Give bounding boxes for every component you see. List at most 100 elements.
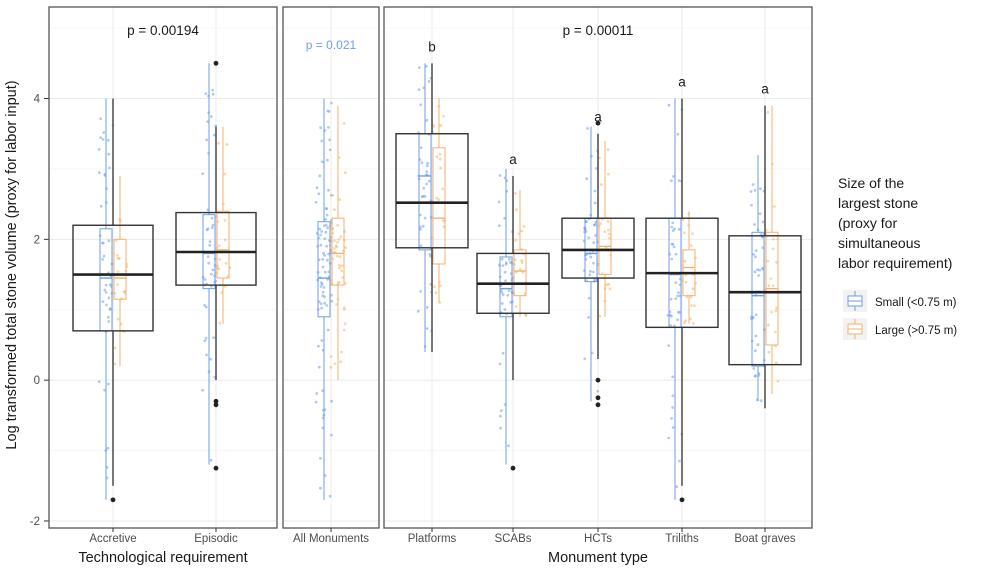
jitter-point: [606, 219, 610, 223]
x-tick-label: HCTs: [584, 533, 612, 545]
jitter-point: [223, 238, 227, 242]
jitter-point: [596, 389, 600, 393]
jitter-point: [338, 264, 341, 267]
jitter-point: [761, 267, 765, 271]
subgroup-box-large: [113, 238, 127, 300]
x-tick-label: Triliths: [665, 533, 699, 545]
jitter-point: [320, 160, 324, 164]
jitter-point: [692, 322, 695, 325]
jitter-point: [116, 317, 120, 321]
jitter-point: [501, 264, 505, 267]
jitter-point: [344, 281, 347, 285]
jitter-point: [329, 365, 333, 369]
jitter-point: [766, 323, 770, 327]
jitter-point: [116, 270, 120, 273]
subgroup-box-small: [418, 133, 432, 251]
jitter-point: [671, 426, 675, 429]
jitter-point: [211, 92, 215, 96]
jitter-point: [771, 284, 775, 287]
jitter-point: [214, 124, 218, 128]
jitter-point: [421, 224, 425, 228]
jitter-point: [224, 261, 228, 265]
jitter-point: [319, 126, 323, 130]
jitter-point: [106, 446, 110, 450]
jitter-point: [101, 258, 104, 261]
p-value-annotation: p = 0.00011: [563, 23, 634, 38]
legend-title-line-2: largest stone: [838, 195, 918, 211]
jitter-point: [689, 295, 693, 299]
jitter-point: [757, 274, 761, 277]
jitter-point: [342, 122, 346, 125]
jitter-point: [208, 240, 212, 244]
jitter-point: [766, 111, 770, 114]
jitter-point: [599, 222, 603, 226]
subgroup-box-large: [513, 249, 527, 297]
jitter-point: [689, 244, 693, 247]
jitter-point: [520, 261, 524, 265]
jitter-point: [753, 349, 757, 353]
jitter-point: [333, 362, 337, 366]
jitter-point: [104, 283, 108, 287]
jitter-point: [342, 328, 346, 332]
jitter-point: [322, 251, 325, 255]
jitter-point: [340, 350, 343, 354]
jitter-point: [691, 287, 695, 291]
jitter-point: [418, 213, 422, 217]
jitter-point: [767, 284, 771, 287]
jitter-point: [337, 238, 341, 241]
jitter-point: [218, 321, 222, 325]
jitter-point: [503, 270, 507, 274]
jitter-point: [323, 237, 327, 241]
jitter-point: [678, 310, 682, 314]
jitter-point: [751, 183, 755, 186]
jitter-point: [321, 257, 325, 261]
jitter-point: [672, 175, 675, 178]
jitter-point: [752, 252, 755, 256]
jitter-point: [425, 327, 429, 330]
jitter-point: [756, 268, 759, 272]
jitter-point: [325, 304, 329, 307]
jitter-point: [217, 141, 221, 145]
jitter-point: [320, 306, 324, 310]
jitter-point: [315, 392, 319, 395]
jitter-point: [325, 213, 329, 217]
jitter-point: [432, 124, 435, 128]
jitter-point: [317, 365, 321, 369]
jitter-point: [435, 196, 438, 200]
jitter-point: [685, 295, 689, 299]
subgroup-box-large: [432, 147, 446, 265]
jitter-point: [204, 336, 208, 340]
jitter-point: [520, 229, 524, 233]
jitter-point: [769, 277, 773, 281]
jitter-point: [585, 220, 588, 224]
jitter-point: [314, 400, 318, 404]
jitter-point: [102, 131, 106, 134]
jitter-point: [217, 267, 221, 271]
jitter-point: [420, 161, 424, 165]
jitter-point: [667, 103, 671, 107]
box-overall: [72, 224, 154, 332]
jitter-point: [108, 307, 112, 310]
jitter-point: [203, 278, 207, 281]
jitter-point: [752, 367, 756, 370]
jitter-point: [500, 291, 504, 294]
jitter-point: [603, 230, 607, 234]
jitter-point: [210, 115, 213, 118]
jitter-point: [750, 203, 753, 207]
jitter-point: [97, 380, 101, 384]
legend-label-large: Large (>0.75 m): [875, 325, 957, 337]
jitter-point: [774, 361, 778, 365]
jitter-point: [339, 360, 342, 364]
jitter-point: [587, 296, 591, 300]
jitter-point: [761, 220, 765, 224]
jitter-point: [670, 242, 674, 246]
y-tick-label: 2: [34, 234, 40, 246]
jitter-point: [322, 286, 326, 289]
jitter-point: [115, 254, 119, 257]
x-tick-label: Accretive: [89, 533, 136, 545]
jitter-point: [320, 282, 324, 286]
box-overall: [395, 133, 469, 249]
jitter-point: [503, 217, 506, 220]
jitter-point: [209, 458, 213, 462]
significance-letter: b: [428, 39, 436, 54]
